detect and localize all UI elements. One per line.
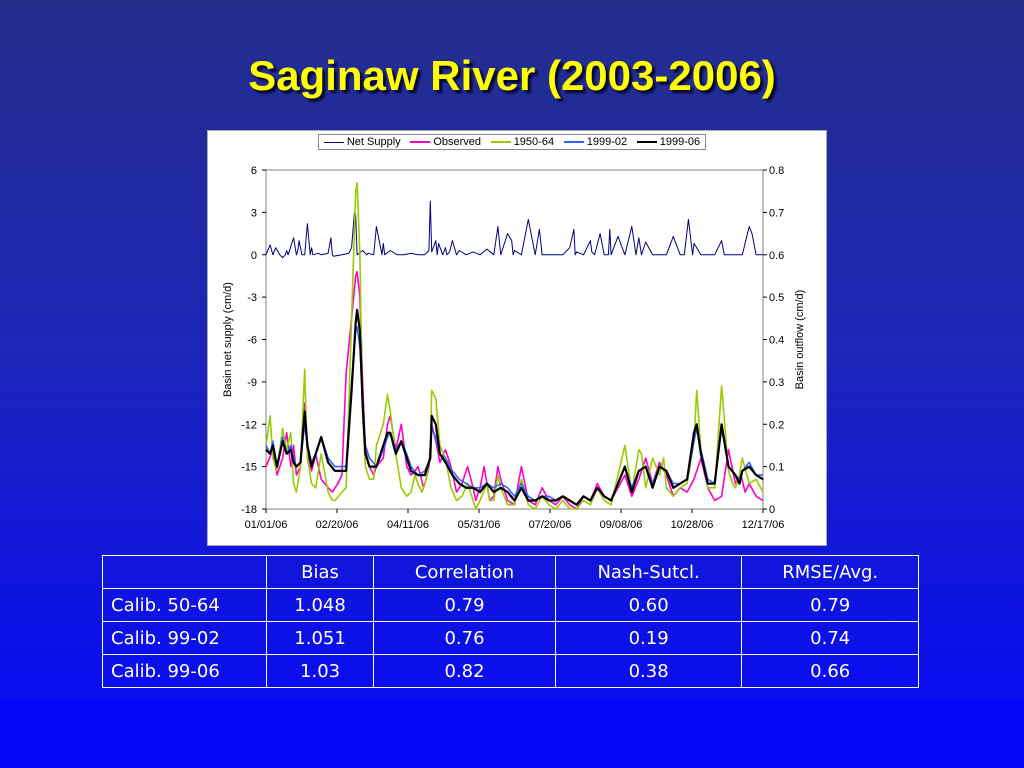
x-tick-label: 10/28/06 [671,519,714,531]
table-cell: 1.051 [265,621,375,655]
bottom-band [0,700,1024,768]
x-tick-label: 04/11/06 [387,519,429,531]
x-tick-label: 12/17/06 [742,519,785,531]
y-tick-label: 0 [251,250,257,262]
chart-legend: Net Supply Observed 1950-64 1999-02 1999… [318,134,706,150]
x-tick-label: 05/31/06 [458,519,501,531]
series-line-1999-06 [265,308,764,506]
y2-tick-label: 0.6 [769,250,784,262]
legend-label: Observed [433,136,482,148]
chart-panel: 6 3 0 -3 -6 -9 -12 -15 -18 0.8 0.7 0.6 0.5 0.4 0.3 0.2 0… [207,130,827,546]
legend-swatch-1999-06 [636,141,657,143]
y2-tick-label: 0.7 [769,207,784,219]
table-header-cell: Bias [265,555,375,589]
table-cell: 0.38 [554,654,743,688]
table-row: Calib. 50-64 1.048 0.79 0.60 0.79 [102,588,919,622]
table-row: Calib. 99-02 1.051 0.76 0.19 0.74 [102,621,919,655]
x-tick-label: 02/20/06 [316,519,359,531]
y2-tick-label: 0.8 [769,165,784,177]
legend-label: Net Supply [346,136,401,148]
table-cell: 0.19 [554,621,743,655]
table-row-label: Calib. 99-06 [102,654,267,688]
x-tick-label: 01/01/06 [245,519,288,531]
stats-table: Bias Correlation Nash-Sutcl. RMSE/Avg. C… [102,555,919,688]
y2-tick-label: 0.1 [769,462,784,474]
table-header-row: Bias Correlation Nash-Sutcl. RMSE/Avg. [102,555,919,589]
y-tick-label: -12 [241,419,257,431]
legend-item-1950-64: 1950-64 [490,136,555,148]
table-header-cell: Correlation [373,555,556,589]
legend-swatch-net-supply [323,141,344,143]
table-cell: 0.66 [741,654,919,688]
table-row-label: Calib. 50-64 [102,588,267,622]
y2-tick-label: 0.5 [769,292,784,304]
series-line-observed [265,270,764,510]
table-header-cell: Nash-Sutcl. [554,555,743,589]
table-cell: 0.82 [373,654,556,688]
table-cell: 1.048 [265,588,375,622]
table-cell: 0.74 [741,621,919,655]
y-tick-label: -6 [247,335,257,347]
chart: 6 3 0 -3 -6 -9 -12 -15 -18 0.8 0.7 0.6 0.5 0.4 0.3 0.2 0… [222,165,806,531]
y-tick-label: 6 [251,165,257,177]
legend-item-1999-02: 1999-02 [563,136,628,148]
table-cell: 0.60 [554,588,743,622]
table-header-cell: RMSE/Avg. [741,555,919,589]
legend-label: 1999-06 [659,136,701,148]
y-tick-label: 3 [251,207,257,219]
table-cell: 1.03 [265,654,375,688]
table-row: Calib. 99-06 1.03 0.82 0.38 0.66 [102,654,919,688]
y-tick-label: -15 [241,462,257,474]
x-tick-label: 07/20/06 [529,519,572,531]
legend-item-net-supply: Net Supply [323,136,401,148]
x-tick-label: 09/08/06 [600,519,643,531]
y2-tick-label: 0.2 [769,419,784,431]
table-header-cell [102,555,267,589]
series-line-1950-64 [265,181,764,510]
table-row-label: Calib. 99-02 [102,621,267,655]
legend-swatch-observed [410,141,431,143]
y-axis-label: Basin net supply (cm/d) [222,282,234,397]
legend-label: 1950-64 [513,136,555,148]
series-line-net-supply [265,200,763,259]
y-tick-label: -18 [241,504,257,516]
legend-item-1999-06: 1999-06 [636,136,701,148]
slide-title: Saginaw River (2003-2006) [248,52,776,99]
y2-tick-label: 0.3 [769,377,784,389]
y-tick-label: -3 [247,292,257,304]
legend-swatch-1950-64 [490,141,511,143]
table-cell: 0.79 [373,588,556,622]
table-cell: 0.79 [741,588,919,622]
table-cell: 0.76 [373,621,556,655]
y-tick-label: -9 [247,377,257,389]
legend-item-observed: Observed [410,136,481,148]
legend-label: 1999-02 [586,136,628,148]
y2-axis-label: Basin outflow (cm/d) [794,290,806,390]
legend-swatch-1999-02 [563,141,584,143]
y2-tick-label: 0.4 [769,335,784,347]
y2-tick-label: 0 [769,504,775,516]
